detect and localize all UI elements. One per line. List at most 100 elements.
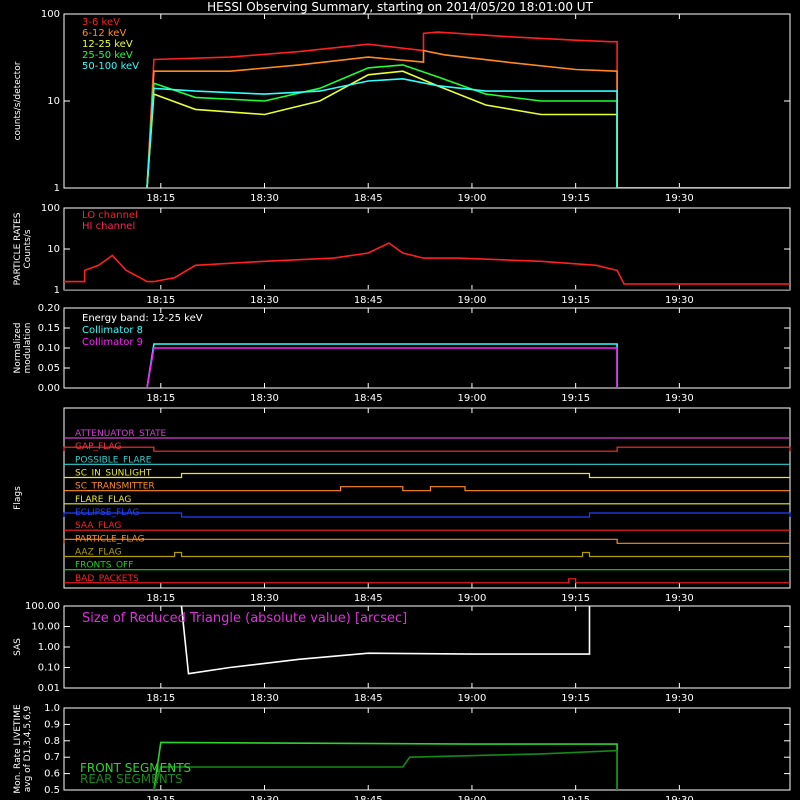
livetime-legend-entry: REAR SEGMENTS xyxy=(80,772,183,786)
particle-x-tick-label: 19:30 xyxy=(665,295,694,306)
counts-legend-entry: 6-12 keV xyxy=(82,28,126,39)
sas-x-tick-label: 18:15 xyxy=(146,693,175,704)
livetime-x-tick-label: 18:45 xyxy=(354,795,383,800)
flag-label: SC_TRANSMITTER xyxy=(75,482,155,492)
counts-y-label: counts/s/detector xyxy=(13,61,23,140)
counts-y-tick-label: 100 xyxy=(41,9,60,20)
livetime-x-tick-label: 19:30 xyxy=(665,795,694,800)
counts-series-1 xyxy=(146,49,790,188)
flag-label: SC_IN_SUNLIGHT xyxy=(75,469,152,479)
particle-x-tick-label: 18:30 xyxy=(250,295,279,306)
livetime-frame xyxy=(63,707,791,791)
counts-y-tick-label: 1 xyxy=(54,183,60,194)
modulation-y-tick-label: 0.00 xyxy=(38,383,60,394)
sas-series-0 xyxy=(180,606,591,675)
livetime-y-tick-label: 0.8 xyxy=(44,736,60,747)
particle-x-tick-label: 18:45 xyxy=(354,295,383,306)
flag-label: FLARE_FLAG xyxy=(75,495,131,505)
sas-y-tick-label: 10.00 xyxy=(31,622,60,633)
chart-title: HESSI Observing Summary, starting on 201… xyxy=(207,0,593,14)
flag-line xyxy=(64,578,790,584)
particle-y-label: Counts/s xyxy=(23,229,33,268)
modulation-y-label: Normalized xyxy=(13,322,23,373)
modulation-x-tick-label: 18:45 xyxy=(354,393,383,404)
counts-legend-entry: 12-25 keV xyxy=(82,39,133,50)
livetime-x-tick-label: 18:30 xyxy=(250,795,279,800)
livetime-legend-entry: FRONT SEGMENTS xyxy=(80,761,191,775)
flags-y-label: Flags xyxy=(13,486,23,510)
flag-line xyxy=(64,486,790,492)
sas-x-tick-label: 19:30 xyxy=(665,693,694,704)
modulation-y-tick-label: 0.05 xyxy=(38,363,60,374)
sas-y-tick-label: 100.00 xyxy=(25,601,60,612)
counts-x-tick-label: 18:45 xyxy=(354,193,383,204)
counts-series-4 xyxy=(146,77,790,188)
counts-series-0 xyxy=(146,31,790,188)
sas-y-label: SAS xyxy=(13,638,23,656)
particle-y-tick-label: 10 xyxy=(47,244,60,255)
counts-legend-entry: 25-50 keV xyxy=(82,50,133,61)
sas-annotation: Size of Reduced Triangle (absolute value… xyxy=(82,611,407,626)
livetime-series-1 xyxy=(153,749,618,790)
particle-legend-entry: HI channel xyxy=(82,221,135,232)
counts-x-tick-label: 18:30 xyxy=(250,193,279,204)
sas-x-tick-label: 18:45 xyxy=(354,693,383,704)
flag-label: ATTENUATOR_STATE xyxy=(75,429,167,439)
modulation-x-tick-label: 18:15 xyxy=(146,393,175,404)
counts-series-2 xyxy=(146,70,790,188)
particle-y-tick-label: 1 xyxy=(54,285,60,296)
livetime-y-tick-label: 0.7 xyxy=(44,752,60,763)
counts-x-tick-label: 18:15 xyxy=(146,193,175,204)
livetime-y-label: avg of D1,3,4,5,6,9 xyxy=(23,705,33,792)
flag-label: SAA_FLAG xyxy=(75,521,121,531)
flags-frame xyxy=(63,407,791,589)
livetime-y-tick-label: 0.9 xyxy=(44,719,60,730)
flag-label: AAZ_FLAG xyxy=(75,548,122,558)
sas-y-tick-label: 1.00 xyxy=(38,642,60,653)
flag-line xyxy=(64,551,790,558)
livetime-y-tick-label: 0.6 xyxy=(44,769,60,780)
particle-y-label: PARTICLE RATES xyxy=(13,212,23,285)
particle-legend-entry: LO channel xyxy=(82,210,138,221)
counts-x-tick-label: 19:15 xyxy=(561,193,590,204)
livetime-y-tick-label: 0.5 xyxy=(44,785,60,796)
flags-x-tick-label: 19:00 xyxy=(458,593,487,604)
flag-label: BAD_PACKETS xyxy=(75,574,139,584)
modulation-series-0 xyxy=(146,343,618,388)
counts-series-3 xyxy=(146,64,790,188)
particle-x-tick-label: 19:15 xyxy=(561,295,590,306)
particle-x-tick-label: 18:15 xyxy=(146,295,175,306)
livetime-x-tick-label: 18:15 xyxy=(146,795,175,800)
particle-y-tick-label: 100 xyxy=(41,203,60,214)
modulation-legend-entry: Collimator 9 xyxy=(82,337,143,348)
sas-x-tick-label: 19:00 xyxy=(458,693,487,704)
sas-x-tick-label: 19:15 xyxy=(561,693,590,704)
sas-y-tick-label: 0.01 xyxy=(38,683,60,694)
particle-series-0 xyxy=(64,242,790,285)
livetime-y-label: Mon. Rate LIVETIME xyxy=(13,704,23,794)
particle-x-tick-label: 19:00 xyxy=(458,295,487,306)
counts-x-tick-label: 19:30 xyxy=(665,193,694,204)
livetime-y-tick-label: 1.0 xyxy=(44,703,60,714)
flags-x-tick-label: 18:45 xyxy=(354,593,383,604)
livetime-x-tick-label: 19:00 xyxy=(458,795,487,800)
livetime-x-tick-label: 19:15 xyxy=(561,795,590,800)
modulation-series-1 xyxy=(146,347,618,388)
modulation-x-tick-label: 19:15 xyxy=(561,393,590,404)
sas-y-tick-label: 0.10 xyxy=(38,663,60,674)
flags-x-tick-label: 19:15 xyxy=(561,593,590,604)
counts-legend-entry: 50-100 keV xyxy=(82,61,139,72)
sas-x-tick-label: 18:30 xyxy=(250,693,279,704)
modulation-legend-entry: Collimator 8 xyxy=(82,325,143,336)
flag-line xyxy=(63,446,791,452)
modulation-x-tick-label: 19:30 xyxy=(665,393,694,404)
modulation-y-tick-label: 0.15 xyxy=(38,323,60,334)
flags-x-tick-label: 19:30 xyxy=(665,593,694,604)
flag-line xyxy=(63,512,791,518)
flag-line xyxy=(64,472,790,479)
flags-x-tick-label: 18:30 xyxy=(250,593,279,604)
modulation-annotation: Energy band: 12-25 keV xyxy=(82,313,203,324)
modulation-x-tick-label: 18:30 xyxy=(250,393,279,404)
